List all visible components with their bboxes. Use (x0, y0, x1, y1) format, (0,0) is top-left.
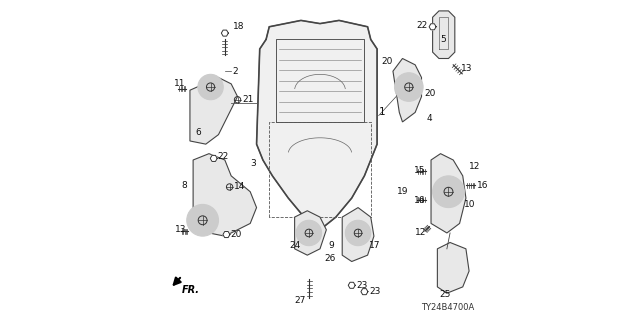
Text: 24: 24 (290, 241, 301, 250)
Text: 22: 22 (217, 152, 228, 161)
Polygon shape (361, 289, 368, 295)
Text: 27: 27 (294, 296, 306, 305)
Text: 13: 13 (461, 63, 473, 73)
Text: 22: 22 (416, 21, 428, 30)
Text: 25: 25 (439, 290, 451, 299)
Polygon shape (193, 154, 257, 236)
Text: 11: 11 (173, 79, 185, 88)
Circle shape (433, 176, 465, 208)
Text: 13: 13 (175, 225, 187, 234)
Text: 2: 2 (233, 67, 238, 76)
Circle shape (394, 73, 423, 101)
Text: 26: 26 (324, 254, 336, 263)
Text: 10: 10 (465, 200, 476, 209)
Circle shape (198, 74, 223, 100)
Text: 16: 16 (477, 181, 488, 190)
Polygon shape (211, 156, 217, 161)
Polygon shape (257, 20, 377, 230)
Polygon shape (221, 30, 228, 36)
Text: 17: 17 (369, 241, 381, 250)
Text: 12: 12 (415, 228, 426, 237)
Text: 8: 8 (182, 181, 188, 190)
Polygon shape (342, 208, 374, 261)
Text: 23: 23 (369, 287, 381, 296)
Text: 20: 20 (230, 230, 242, 239)
Polygon shape (429, 24, 436, 30)
Text: 23: 23 (356, 281, 368, 290)
Text: 12: 12 (469, 162, 481, 171)
Text: 5: 5 (440, 35, 446, 44)
Text: 15: 15 (414, 166, 426, 175)
Text: TY24B4700A: TY24B4700A (420, 303, 474, 312)
Text: 19: 19 (397, 187, 409, 196)
Polygon shape (223, 232, 230, 237)
Text: 14: 14 (234, 182, 245, 191)
Polygon shape (393, 59, 422, 122)
Polygon shape (437, 243, 469, 293)
Text: 4: 4 (426, 114, 432, 123)
Text: 1: 1 (378, 108, 385, 117)
Polygon shape (431, 154, 466, 233)
Text: 20: 20 (381, 57, 393, 66)
Polygon shape (348, 282, 355, 288)
Text: 20: 20 (425, 89, 436, 98)
Text: 3: 3 (250, 159, 256, 168)
Circle shape (296, 220, 321, 246)
Circle shape (346, 220, 371, 246)
Text: 16: 16 (414, 196, 426, 205)
Text: FR.: FR. (182, 285, 200, 295)
Text: 6: 6 (195, 128, 201, 137)
Text: 21: 21 (243, 95, 253, 104)
Polygon shape (294, 211, 326, 255)
Text: 18: 18 (233, 22, 244, 31)
Polygon shape (190, 77, 237, 144)
Polygon shape (433, 11, 455, 59)
Text: 9: 9 (328, 241, 333, 250)
Circle shape (187, 204, 218, 236)
